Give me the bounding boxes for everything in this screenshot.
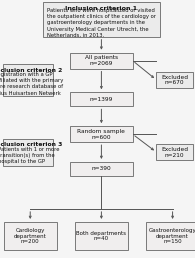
FancyBboxPatch shape xyxy=(3,64,53,96)
Text: Random sample
n=600: Random sample n=600 xyxy=(77,129,125,140)
Text: Patients with 1 or more
transition(s) from the
hospital to the GP: Patients with 1 or more transition(s) fr… xyxy=(0,147,59,164)
Text: Excluded
n=210: Excluded n=210 xyxy=(161,147,188,158)
Text: Both departments
n=40: Both departments n=40 xyxy=(76,231,126,241)
Text: n=390: n=390 xyxy=(91,166,111,172)
FancyBboxPatch shape xyxy=(70,92,133,106)
Text: Patients who were hospitalized or visited
the outpatient clinics of the cardiolo: Patients who were hospitalized or visite… xyxy=(47,8,156,38)
Text: n=1399: n=1399 xyxy=(90,97,113,102)
Text: Inclusion criterion 2: Inclusion criterion 2 xyxy=(0,68,62,74)
FancyBboxPatch shape xyxy=(146,222,195,250)
Text: Gastroenterology
department
n=150: Gastroenterology department n=150 xyxy=(149,228,195,244)
Text: Inclusion criterion 3: Inclusion criterion 3 xyxy=(0,142,62,147)
FancyBboxPatch shape xyxy=(4,222,57,250)
FancyBboxPatch shape xyxy=(70,53,133,69)
Text: Cardiology
department
n=200: Cardiology department n=200 xyxy=(14,228,47,244)
FancyBboxPatch shape xyxy=(3,139,53,166)
Text: Excluded
n=670: Excluded n=670 xyxy=(161,75,188,85)
Text: All patients
n=2069: All patients n=2069 xyxy=(85,55,118,66)
Text: Inclusion criterion 1: Inclusion criterion 1 xyxy=(65,6,137,11)
FancyBboxPatch shape xyxy=(157,144,193,160)
FancyBboxPatch shape xyxy=(70,162,133,176)
FancyBboxPatch shape xyxy=(157,72,193,88)
FancyBboxPatch shape xyxy=(75,222,128,250)
Text: Registration with a GP
affiliated with the primary
care research database of
Jul: Registration with a GP affiliated with t… xyxy=(0,72,63,96)
FancyBboxPatch shape xyxy=(43,2,160,37)
FancyBboxPatch shape xyxy=(70,126,133,142)
